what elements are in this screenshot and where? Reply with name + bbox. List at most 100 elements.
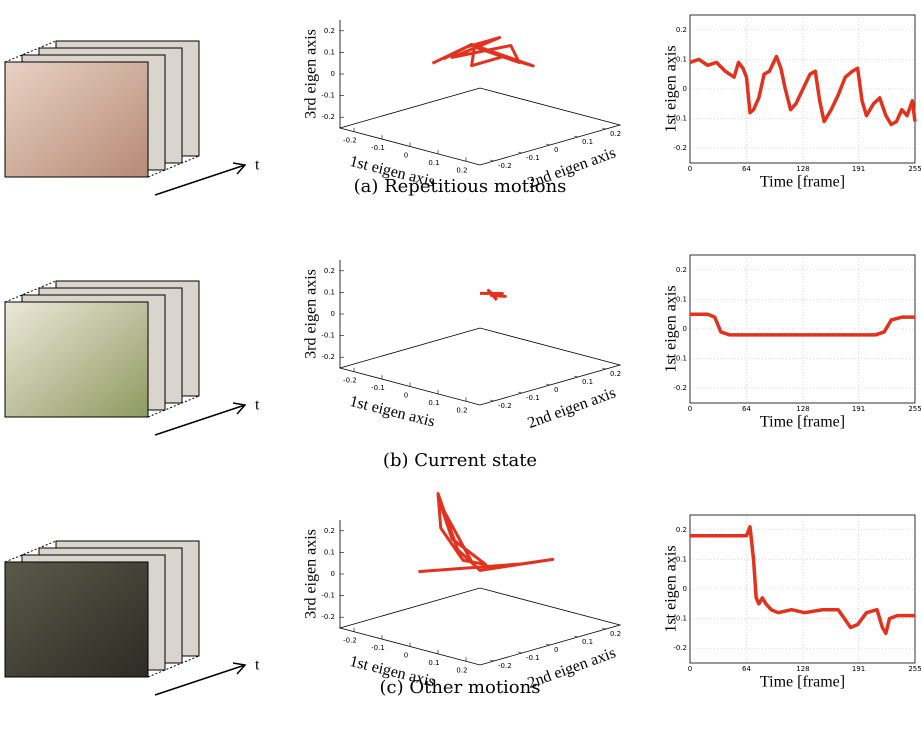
y-tick-label: 0.2 [610,370,621,378]
y-tick [546,644,550,645]
y-tick-label: 0 [554,386,558,394]
video-frame [5,62,148,177]
y-tick [518,152,522,153]
y-axis-label: 2nd eigen axis [525,384,618,432]
series-line [690,527,915,634]
y-tick-label: 0.2 [676,526,687,534]
y-tick-label: 0.1 [582,638,593,646]
y-tick-label: 0.2 [610,130,621,138]
x-tick-label: 0.2 [456,406,467,414]
z-tick-label: 0 [331,570,335,578]
x-tick-label: 64 [742,405,751,413]
y-tick-label: -0.2 [673,144,687,152]
y-tick-label: -0.2 [673,644,687,652]
trajectory [418,494,552,572]
z-tick-label: 0.1 [324,548,335,556]
x-tick-label: 0 [404,152,408,160]
x-tick-label: -0.2 [343,377,357,385]
z-tick-label: 0 [331,70,335,78]
x-tick-label: 128 [796,665,809,673]
x-tick-label: 0.2 [456,166,467,174]
y-tick-label: -0.1 [526,154,540,162]
x-tick-label: 0.1 [428,399,439,407]
y-tick-label: -0.2 [673,384,687,392]
z-tick-label: 0.2 [324,527,335,535]
time-label: t [255,157,260,174]
trajectory [480,290,505,300]
y-tick [602,368,606,369]
video-frame [5,302,148,417]
y-tick [490,160,494,161]
y-tick-label: -0.2 [498,662,512,670]
z-tick-label: -0.1 [321,592,335,600]
x-tick-label: 64 [742,165,751,173]
z-tick-label: 0 [331,310,335,318]
time-arrow [155,403,245,435]
x-tick-label: 191 [852,405,865,413]
y-tick [518,392,522,393]
time-arrow [155,163,245,195]
figure: t(a) Repetitious motionst(b) Current sta… [0,0,921,730]
x-tick-label: 0 [688,165,692,173]
x-tick-label: 0.2 [456,666,467,674]
x-tick-label: -0.2 [343,637,357,645]
x-tick-label: 191 [852,665,865,673]
y-tick-label: 0.2 [676,26,687,34]
y-tick-label: 0.1 [582,378,593,386]
z-tick-label: 0.1 [324,288,335,296]
y-tick-label: 0.1 [582,138,593,146]
y-tick-label: -0.1 [526,394,540,402]
x-tick-label: -0.2 [343,137,357,145]
y-tick [574,636,578,637]
y-tick [490,660,494,661]
y-tick [490,400,494,401]
y-tick [518,652,522,653]
y-axis-label: 1st eigen axis [663,45,680,132]
x-axis-label: Time [frame] [760,414,845,431]
z-tick-label: 0.2 [324,267,335,275]
y-tick [602,128,606,129]
x-tick-label: 0.1 [428,159,439,167]
x-tick-label: 0 [688,405,692,413]
x-axis-label: Time [frame] [760,674,845,691]
x-tick-label: 64 [742,665,751,673]
y-axis-label: 2nd eigen axis [525,644,618,692]
y-tick-label: 0 [683,325,687,333]
x-tick-label: 255 [908,165,921,173]
y-tick-label: -0.1 [526,654,540,662]
y-tick [574,136,578,137]
z-tick-label: -0.1 [321,92,335,100]
y-tick-label: 0 [683,585,687,593]
y-tick [546,144,550,145]
caption: (b) Current state [383,450,537,471]
z-tick-label: -0.2 [321,353,335,361]
y-axis-label: 2nd eigen axis [525,144,618,192]
x-tick-label: 255 [908,405,921,413]
series-line [690,314,915,335]
x-tick-label: 0.1 [428,659,439,667]
x-tick-label: 0 [404,392,408,400]
time-arrow [155,663,245,695]
x-tick-label: -0.1 [371,644,385,652]
y-tick [602,628,606,629]
y-tick-label: 0 [554,146,558,154]
x-tick-label: 191 [852,165,865,173]
trajectory [432,38,533,66]
y-tick-label: -0.2 [498,402,512,410]
y-axis-label: 1st eigen axis [663,545,680,632]
z-tick-label: 0.1 [324,48,335,56]
series-line [690,56,915,124]
x-tick-label: 255 [908,665,921,673]
x-tick-label: 128 [796,165,809,173]
x-tick-label: -0.1 [371,144,385,152]
z-axis-label: 3rd eigen axis [303,29,320,119]
y-tick [546,384,550,385]
y-tick-label: 0 [554,646,558,654]
x-tick-label: 0 [404,652,408,660]
x-tick-label: -0.1 [371,384,385,392]
z-axis-label: 3rd eigen axis [303,529,320,619]
y-axis-label: 1st eigen axis [663,285,680,372]
z-axis-label: 3rd eigen axis [303,269,320,359]
z-tick-label: -0.2 [321,613,335,621]
y-tick-label: 0.2 [676,266,687,274]
